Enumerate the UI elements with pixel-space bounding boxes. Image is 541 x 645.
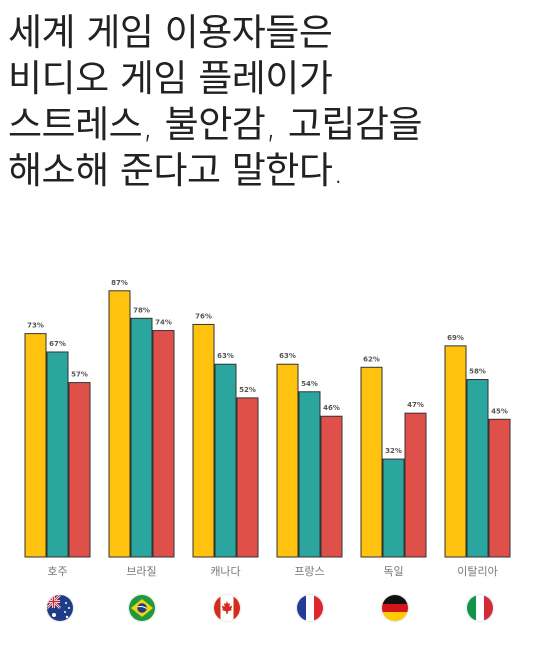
- bar-group: 87% 78% 74% 브라질: [108, 279, 175, 578]
- category-label: 브라질: [126, 565, 156, 578]
- category-label: 독일: [383, 564, 403, 578]
- category-label: 캐나다: [210, 565, 240, 578]
- data-label: 76%: [195, 312, 212, 320]
- data-label: 87%: [111, 279, 128, 287]
- bar-chart: 73% 67% 57% 호주 87% 78% 74% 브라질 76% 63% 52% 캐나다 63% 54…: [24, 279, 511, 578]
- australia-flag-icon: [47, 595, 73, 621]
- bar: [404, 412, 427, 558]
- headline-line-2: 비디오 게임 플레이가: [8, 57, 333, 100]
- data-label: 45%: [491, 407, 508, 415]
- data-label: 58%: [469, 368, 486, 376]
- brazil-flag-icon: [129, 595, 155, 621]
- bar: [192, 323, 215, 558]
- bar: [298, 391, 321, 558]
- bar: [488, 418, 511, 558]
- bar: [152, 330, 175, 558]
- category-label: 프랑스: [294, 565, 324, 578]
- germany-flag-icon: [382, 595, 408, 621]
- bar: [24, 333, 47, 558]
- data-label: 74%: [155, 319, 172, 327]
- bar-group: 62% 32% 47% 독일: [360, 355, 427, 578]
- data-label: 73%: [27, 322, 44, 330]
- bar-group: 63% 54% 46% 프랑스: [276, 352, 343, 578]
- data-label: 32%: [385, 447, 402, 455]
- bar: [46, 351, 69, 558]
- bar: [444, 345, 467, 558]
- data-label: 67%: [49, 340, 66, 348]
- bar: [382, 458, 405, 558]
- data-label: 78%: [133, 306, 150, 314]
- france-flag-icon: [297, 595, 323, 621]
- bar-group: 69% 58% 45% 이탈리아: [444, 334, 511, 578]
- bar: [466, 379, 489, 558]
- headline-line-1: 세계 게임 이용자들은: [8, 11, 333, 54]
- data-label: 47%: [407, 401, 424, 409]
- italy-flag-icon: [467, 595, 493, 621]
- headline-line-3: 스트레스, 불안감, 고립감을: [8, 103, 422, 146]
- bar: [276, 363, 299, 558]
- flag-row: [0, 595, 541, 625]
- data-label: 62%: [363, 355, 380, 363]
- data-label: 69%: [447, 334, 464, 342]
- bar: [236, 397, 259, 558]
- bar-group: 73% 67% 57% 호주: [24, 322, 91, 578]
- data-label: 54%: [301, 380, 318, 388]
- bar: [320, 415, 343, 558]
- bar: [130, 317, 153, 558]
- data-label: 63%: [279, 352, 296, 360]
- category-label: 이탈리아: [457, 565, 497, 578]
- bar: [214, 363, 237, 558]
- data-label: 57%: [71, 371, 88, 379]
- bar: [68, 382, 91, 558]
- headline: 세계 게임 이용자들은 비디오 게임 플레이가 스트레스, 불안감, 고립감을 …: [8, 10, 533, 194]
- bar: [108, 290, 131, 558]
- category-label: 호주: [47, 565, 67, 578]
- data-label: 46%: [323, 404, 340, 412]
- canada-flag-icon: [214, 595, 240, 621]
- bar: [360, 366, 383, 558]
- data-label: 52%: [239, 386, 256, 394]
- headline-line-4: 해소해 준다고 말한다.: [8, 149, 344, 192]
- data-label: 63%: [217, 352, 234, 360]
- bar-group: 76% 63% 52% 캐나다: [192, 312, 259, 578]
